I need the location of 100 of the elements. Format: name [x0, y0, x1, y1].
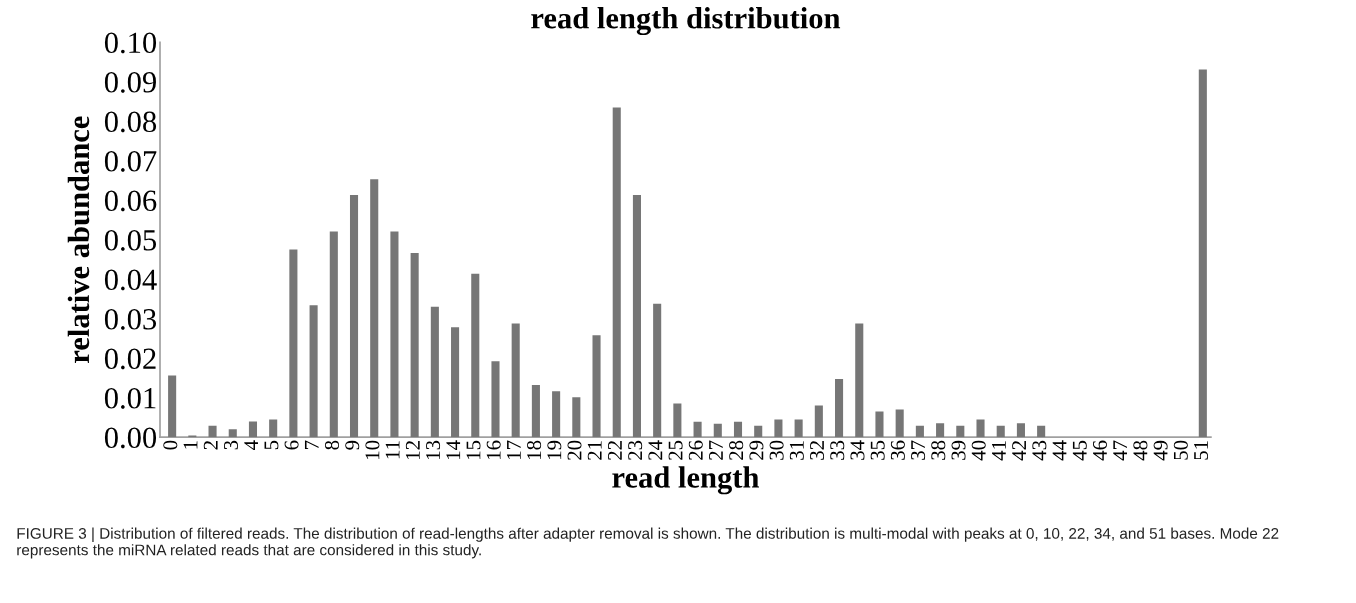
y-tick-label: 0.01 — [104, 387, 156, 409]
x-tick-label: 24 — [648, 440, 663, 460]
bar — [936, 423, 945, 438]
x-tick-label: 22 — [607, 441, 622, 460]
bar — [349, 195, 359, 438]
y-tick-label: 0.09 — [104, 71, 156, 93]
x-tick-label: 7 — [304, 440, 319, 449]
bar — [733, 421, 743, 438]
y-tick-label: 0.00 — [104, 427, 157, 449]
x-tick-label: 12 — [405, 441, 420, 459]
bar — [895, 409, 904, 438]
x-tick-label: 41 — [991, 441, 1006, 461]
bar — [511, 323, 520, 438]
x-tick-label: 15 — [466, 440, 481, 459]
bar — [471, 273, 480, 438]
x-tick-label: 28 — [729, 440, 744, 460]
x-tick-label: 10 — [365, 440, 380, 459]
x-tick-label: 20 — [567, 440, 582, 460]
bar — [996, 425, 1005, 438]
bar — [693, 421, 702, 438]
bar — [531, 385, 540, 438]
x-tick-label: 27 — [709, 440, 723, 460]
bar — [653, 303, 662, 438]
x-tick-label: 13 — [426, 440, 441, 459]
x-tick-label: 9 — [345, 440, 360, 450]
bar — [269, 419, 278, 438]
bar — [370, 179, 379, 438]
x-tick-label: 35 — [870, 440, 885, 460]
bar — [774, 419, 783, 438]
x-tick-label: 48 — [1133, 440, 1148, 461]
bar — [1198, 69, 1207, 438]
x-tick-label: 36 — [890, 440, 905, 460]
x-tick-label: 43 — [1032, 440, 1047, 461]
x-tick-label: 42 — [1012, 441, 1026, 461]
x-tick-label: 34 — [850, 440, 865, 460]
x-tick-label: 39 — [951, 440, 966, 460]
bar — [814, 405, 823, 438]
bar — [855, 323, 864, 438]
x-tick-label: 44 — [1052, 440, 1067, 461]
bar — [713, 423, 722, 438]
bar — [248, 421, 258, 438]
x-tick-label: 11 — [385, 441, 400, 459]
x-tick-label: 23 — [628, 440, 643, 460]
bar — [875, 411, 884, 438]
bar — [1037, 425, 1046, 438]
x-tick-label: 50 — [1173, 440, 1188, 460]
bar — [976, 419, 985, 438]
x-tick-label: 26 — [688, 440, 703, 460]
x-tick-label: 18 — [527, 440, 542, 459]
x-tick-label: 16 — [486, 440, 501, 459]
bar — [329, 231, 338, 438]
x-tick-label: 47 — [1113, 440, 1127, 461]
bar — [451, 327, 460, 438]
bar — [208, 425, 217, 438]
bar — [168, 375, 177, 438]
y-tick-label: 0.06 — [104, 190, 157, 212]
x-tick-label: 32 — [810, 441, 825, 460]
x-tick-label: 37 — [911, 440, 926, 460]
y-tick-label: 0.03 — [104, 308, 157, 330]
y-tick-label: 0.10 — [104, 32, 157, 54]
y-axis-title: relative abundance — [67, 116, 90, 363]
bar — [673, 403, 682, 438]
y-tick-label: 0.04 — [104, 269, 157, 291]
bar — [592, 335, 601, 438]
y-tick-label: 0.05 — [104, 229, 157, 251]
x-tick-label: 40 — [971, 440, 986, 461]
bar — [794, 419, 803, 438]
caption: FIGURE 3 | Distribution of filtered reads. The distribution of read-lengths after adapter removal is shown. The distribution is multi-modal with peaks at 0, 10, 22, 34, and 51 bases. Mode 22 represents the miRNA related reads that are considered in this study. — [17, 527, 1279, 559]
x-tick-label: 8 — [324, 440, 340, 450]
x-tick-label: 25 — [668, 440, 683, 460]
bar — [552, 391, 561, 438]
bar — [430, 306, 439, 438]
x-tick-label: 1 — [183, 441, 198, 449]
x-tick-label: 17 — [506, 440, 521, 459]
bar — [309, 305, 318, 438]
y-tick-label: 0.07 — [104, 150, 157, 172]
x-tick-label: 46 — [1092, 440, 1107, 461]
bar — [612, 107, 621, 438]
bar — [632, 195, 641, 438]
x-tick-label: 19 — [547, 440, 562, 459]
bar — [410, 253, 419, 438]
x-tick-label: 31 — [789, 441, 804, 460]
x-tick-label: 45 — [1072, 440, 1087, 461]
x-tick-label: 30 — [769, 440, 784, 460]
x-tick-label: 29 — [749, 440, 764, 460]
bar — [956, 425, 965, 438]
x-tick-label: 3 — [223, 440, 238, 450]
chart-title: read length distribution — [531, 7, 841, 36]
x-tick-label: 4 — [244, 440, 258, 450]
x-tick-label: 38 — [931, 440, 946, 460]
bar — [835, 379, 844, 438]
x-tick-label: 14 — [446, 440, 461, 459]
bar — [491, 361, 500, 438]
bar — [754, 425, 763, 438]
bar — [390, 231, 399, 438]
x-tick-label: 0 — [163, 440, 178, 450]
x-tick-label: 5 — [264, 440, 279, 450]
y-tick-label: 0.02 — [104, 348, 156, 370]
x-tick-label: 21 — [587, 441, 602, 460]
x-tick-label: 6 — [284, 440, 299, 450]
